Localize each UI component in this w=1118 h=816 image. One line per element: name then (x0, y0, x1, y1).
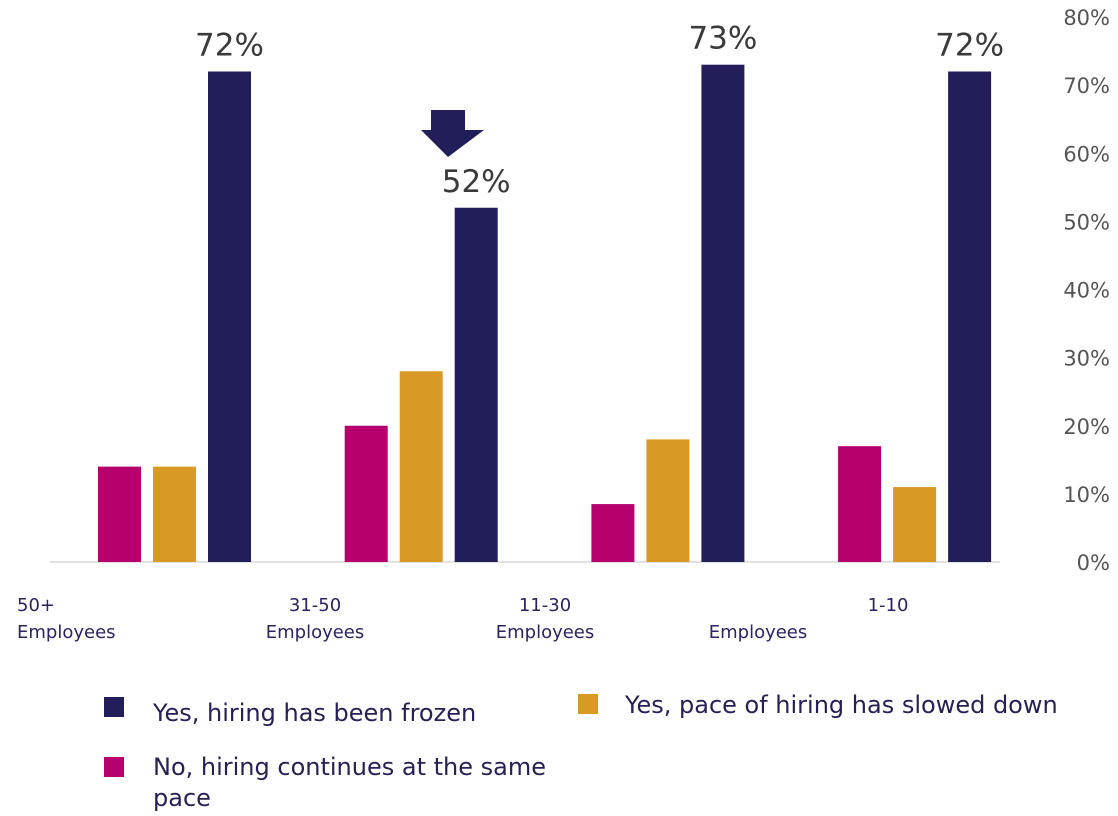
bars (98, 64, 992, 562)
y-tick-label: 70% (1063, 74, 1110, 98)
y-tick-label: 40% (1063, 279, 1110, 303)
category-label: Employees (266, 622, 365, 643)
bar-same-pace (838, 446, 882, 562)
bar-frozen (948, 71, 992, 562)
category-label: Employees (17, 622, 116, 643)
data-label: 72% (195, 28, 264, 64)
legend-item-frozen: Yes, hiring has been frozen (104, 697, 476, 727)
bar-slowed (399, 371, 443, 562)
bar-same-pace (591, 504, 635, 562)
legend-swatch-same-pace (104, 757, 124, 777)
bar-same-pace (344, 425, 388, 562)
y-tick-label: 60% (1063, 142, 1110, 166)
bar-slowed (153, 466, 196, 562)
data-label: 72% (935, 28, 1004, 64)
bar-same-pace (98, 466, 141, 562)
category-labels: 50+ Employees 31-50 Employees 11-30 Employees… (17, 595, 908, 643)
category-label: 31-50 (289, 595, 341, 616)
data-labels: 72% 52% 73% 72% (195, 21, 1004, 200)
legend-label-frozen: Yes, hiring has been frozen (152, 699, 476, 727)
category-label: Employees (709, 622, 808, 643)
down-arrow-icon (421, 110, 484, 157)
legend-item-same-pace: No, hiring continues at the same pace (104, 753, 554, 812)
legend-swatch-slowed (578, 694, 598, 714)
legend-swatch-frozen (104, 697, 124, 717)
legend: Yes, hiring has been frozen Yes, pace of… (104, 691, 1058, 812)
bar-frozen (208, 71, 251, 562)
y-tick-label: 0% (1077, 551, 1110, 575)
bar-frozen (701, 64, 745, 562)
data-label: 73% (688, 21, 757, 57)
y-tick-label: 10% (1063, 483, 1110, 507)
bar-slowed (646, 439, 690, 562)
data-label: 52% (442, 164, 511, 200)
bar-slowed (893, 487, 937, 562)
category-label: 50+ (17, 595, 55, 616)
category-label: Employees (496, 622, 595, 643)
y-tick-label: 20% (1063, 415, 1110, 439)
y-axis: 0% 10% 20% 30% 40% 50% 60% 70% 80% (1063, 6, 1110, 575)
bar-frozen (454, 207, 498, 562)
category-label: 11-30 (519, 595, 571, 616)
legend-item-slowed: Yes, pace of hiring has slowed down (578, 691, 1058, 719)
legend-label-same-pace: No, hiring continues at the same pace (153, 753, 554, 812)
y-tick-label: 80% (1063, 6, 1110, 30)
category-label: 1-10 (868, 595, 909, 616)
legend-label-slowed: Yes, pace of hiring has slowed down (624, 691, 1058, 719)
y-tick-label: 30% (1063, 347, 1110, 371)
y-tick-label: 50% (1063, 210, 1110, 234)
